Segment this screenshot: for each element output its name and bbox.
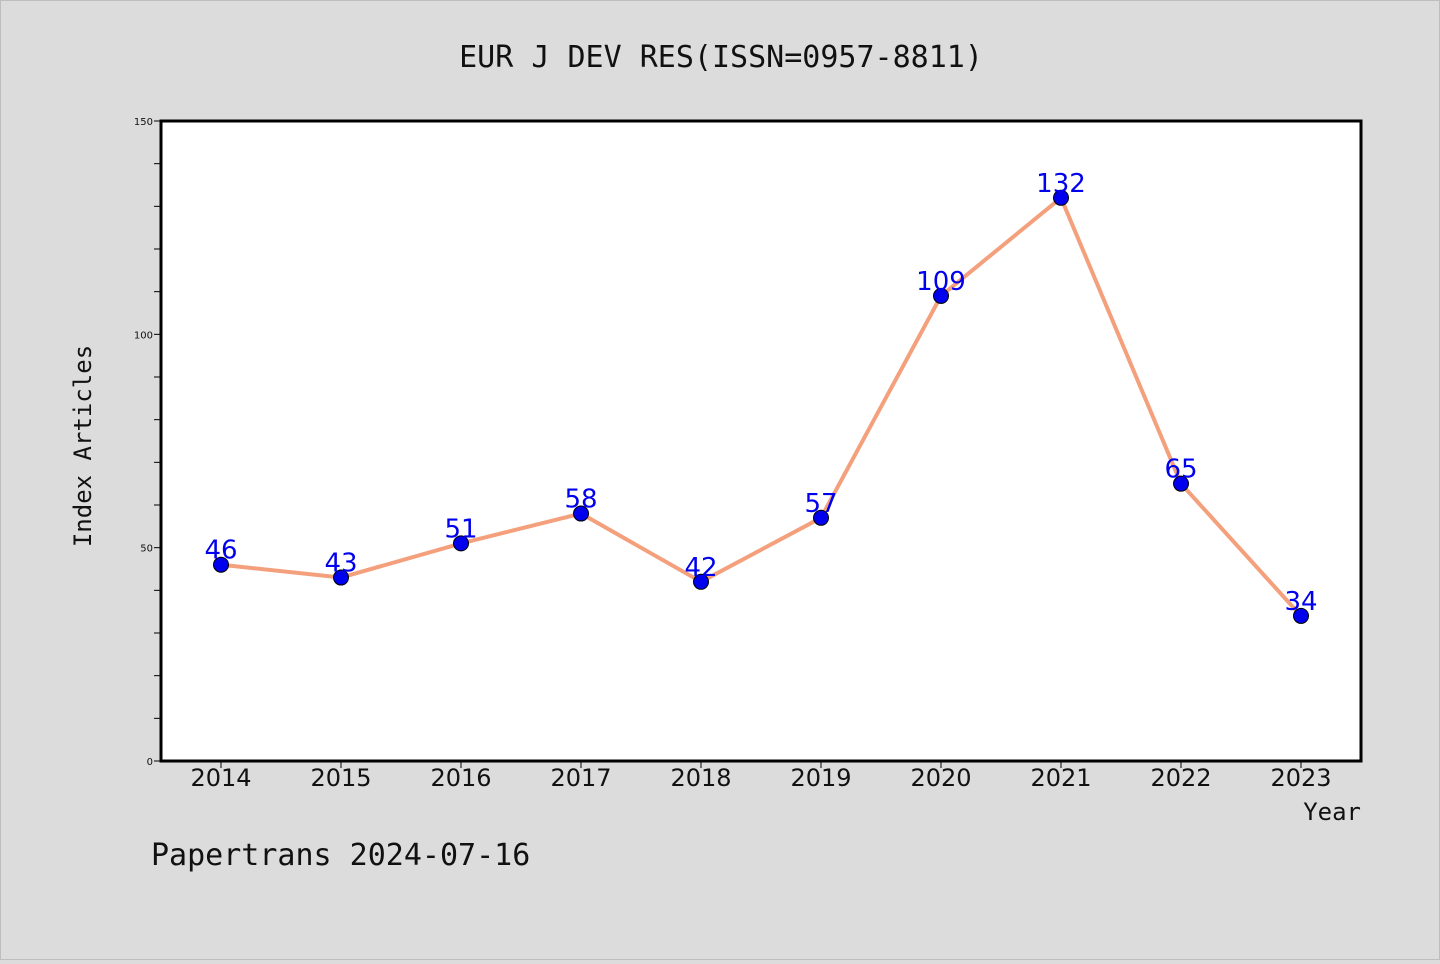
data-point [333, 569, 349, 586]
x-tick-label: 2015 [310, 764, 371, 792]
x-tick-label: 2019 [790, 764, 851, 792]
x-tick-label: 2020 [910, 764, 971, 792]
data-point [213, 556, 229, 573]
data-label: 109 [916, 267, 966, 297]
data-label: 43 [324, 549, 357, 579]
x-tick-label: 2021 [1030, 764, 1091, 792]
series-group: 46 43 51 58 42 57 109 132 65 34 [204, 169, 1318, 624]
x-axis-label: Year [1303, 798, 1361, 826]
y-tick-label: 150 [134, 117, 153, 128]
plot-area [159, 119, 1363, 763]
y-tick-label: 50 [140, 544, 153, 555]
x-tick-label: 2014 [190, 764, 251, 792]
x-axis-ticks: 2014 2015 2016 2017 2018 2019 2020 2021 2022 2023 [190, 761, 1332, 792]
data-label: 42 [684, 553, 717, 583]
x-tick-label: 2022 [1150, 764, 1211, 792]
data-label: 51 [444, 514, 477, 544]
data-label: 65 [1164, 455, 1197, 485]
data-point [1293, 607, 1309, 624]
data-label: 58 [564, 485, 597, 515]
x-tick-label: 2023 [1270, 764, 1331, 792]
x-tick-label: 2017 [550, 764, 611, 792]
data-point [1053, 189, 1069, 206]
y-tick-label: 100 [134, 330, 153, 341]
data-label: 34 [1284, 587, 1317, 617]
y-axis-ticks: 0 50 100 150 [134, 117, 161, 768]
data-point [573, 505, 589, 522]
data-point [933, 287, 949, 304]
data-label: 46 [204, 536, 237, 566]
data-point [1173, 475, 1189, 492]
y-tick-label: 0 [147, 757, 153, 768]
data-point [693, 573, 709, 590]
data-label: 132 [1036, 169, 1086, 199]
x-tick-label: 2018 [670, 764, 731, 792]
x-tick-label: 2016 [430, 764, 491, 792]
series-line [219, 195, 1303, 618]
footer-text: Papertrans 2024-07-16 [151, 838, 530, 873]
chart-title: EUR J DEV RES(ISSN=0957-8811) [459, 40, 983, 75]
data-label: 57 [804, 489, 837, 519]
data-point [813, 509, 829, 526]
data-point [453, 535, 469, 552]
y-axis-label: Index Articles [69, 345, 97, 547]
